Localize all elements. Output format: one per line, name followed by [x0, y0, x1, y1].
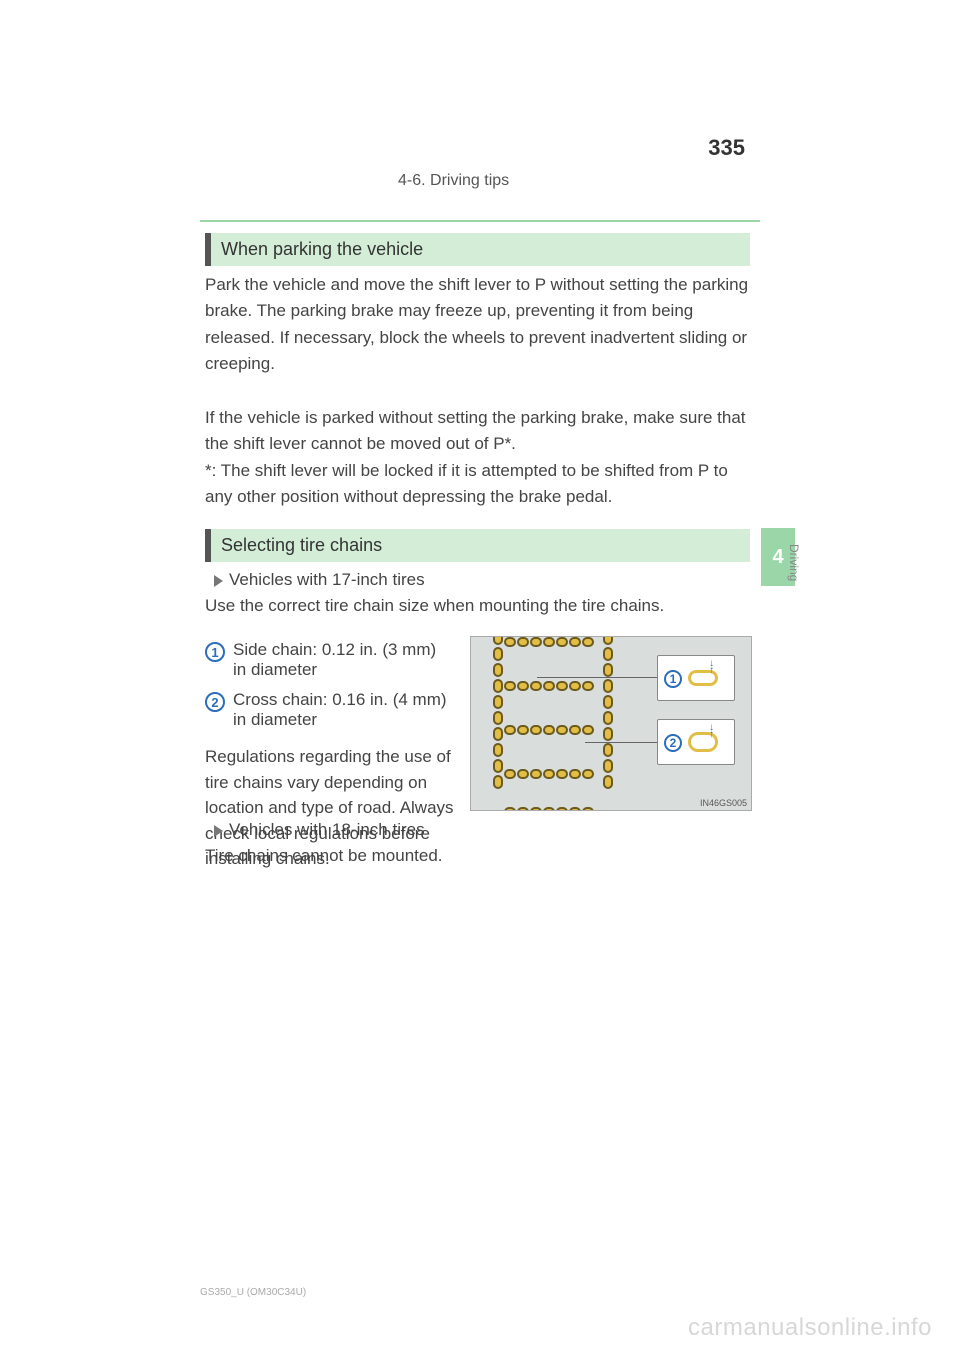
pointer-line-1 — [537, 677, 659, 678]
circle-2-icon: 2 — [664, 734, 682, 752]
variant-18-label: Vehicles with 18-inch tires — [229, 820, 425, 839]
chapter-tab-label: Driving — [787, 544, 801, 590]
triangle-icon — [214, 575, 223, 587]
circle-1-icon: 1 — [664, 670, 682, 688]
manual-page: 335 4-6. Driving tips When parking the v… — [0, 0, 960, 1358]
triangle-icon — [214, 825, 223, 837]
label-box-2: 2 ↓↑ — [657, 719, 735, 765]
top-rule — [200, 220, 760, 222]
dimension-arrows-icon: ↓↑ — [709, 724, 714, 738]
circle-1-icon: 1 — [205, 642, 225, 662]
chain-cross-row — [503, 725, 603, 737]
variant-17-desc: Use the correct tire chain size when mou… — [205, 596, 664, 616]
variant-17: Vehicles with 17-inch tires — [214, 570, 425, 590]
footer-code: GS350_U (OM30C34U) — [200, 1287, 306, 1298]
callout-1-text: Side chain: 0.12 in. (3 mm) in diameter — [233, 640, 450, 680]
figure-code: IN46GS005 — [700, 798, 747, 808]
chain-cross-row — [503, 637, 603, 649]
chain-cross-row — [503, 681, 603, 693]
circle-2-icon: 2 — [205, 692, 225, 712]
variant-18: Vehicles with 18-inch tires — [214, 820, 425, 840]
body-parking-2: If the vehicle is parked without setting… — [205, 405, 755, 510]
chain-cross-row — [503, 807, 603, 811]
label-box-1: 1 ↓↑ — [657, 655, 735, 701]
chain-vertical-left — [491, 636, 505, 811]
pointer-line-2 — [585, 742, 659, 743]
watermark: carmanualsonline.info — [688, 1314, 932, 1342]
variant-17-label: Vehicles with 17-inch tires — [229, 570, 425, 589]
callout-2-text: Cross chain: 0.16 in. (4 mm) in diameter — [233, 690, 450, 730]
section-path: 4-6. Driving tips — [398, 172, 509, 190]
chain-cross-row — [503, 769, 603, 781]
dimension-arrows-icon: ↓↑ — [709, 660, 714, 674]
page-number: 335 — [708, 135, 745, 161]
chain-vertical-right — [601, 636, 615, 811]
body-parking-1: Park the vehicle and move the shift leve… — [205, 272, 755, 377]
chain-diagram: 1 ↓↑ 2 ↓↑ IN46GS005 — [470, 636, 752, 811]
callout-side-chain: 1 Side chain: 0.12 in. (3 mm) in diamete… — [205, 640, 450, 680]
heading-parking: When parking the vehicle — [205, 233, 750, 266]
callout-cross-chain: 2 Cross chain: 0.16 in. (4 mm) in diamet… — [205, 690, 450, 730]
heading-chains: Selecting tire chains — [205, 529, 750, 562]
variant-18-desc: Tire chains cannot be mounted. — [205, 846, 443, 866]
